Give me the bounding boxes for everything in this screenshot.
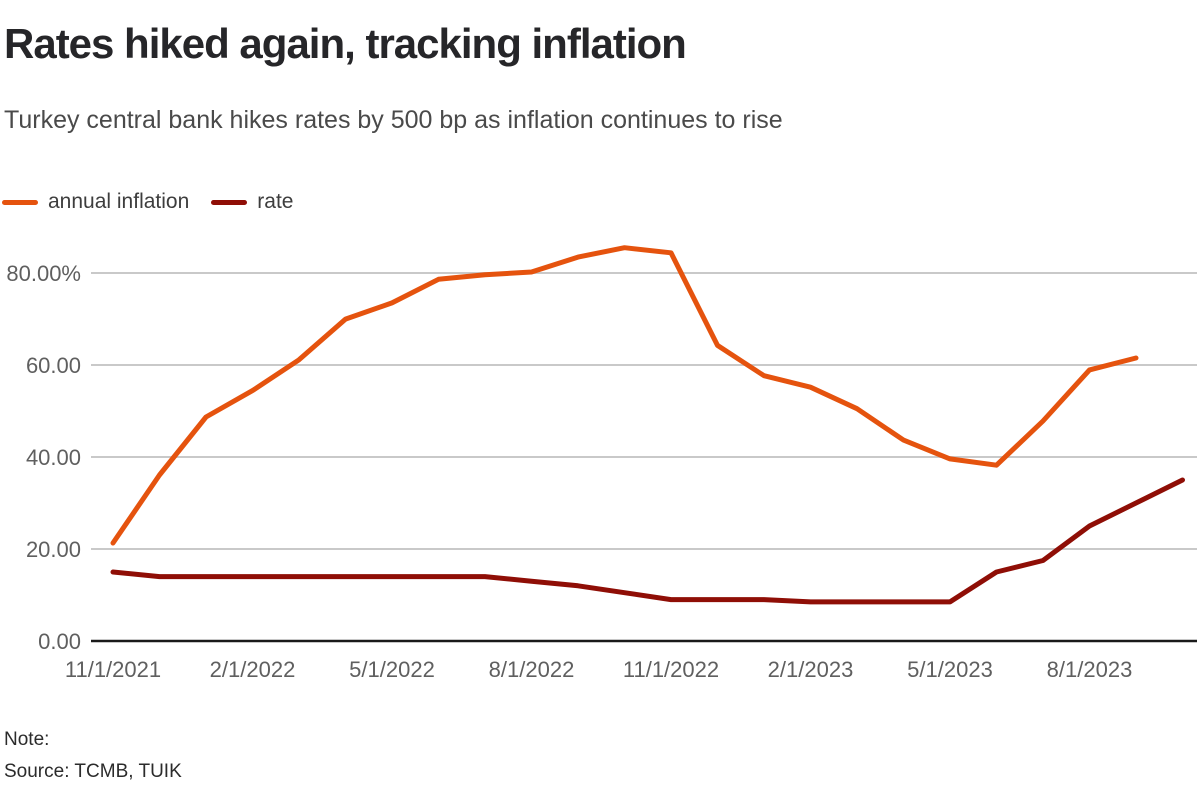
x-axis-tick-label: 5/1/2022 [349,657,435,682]
legend-item-inflation: annual inflation [2,190,189,214]
series-line-annual-inflation [110,245,1139,546]
rate-line-swatch-icon [211,199,248,205]
chart-footer: Note: Source: TCMB, TUIK [4,724,182,788]
series-line-rate [110,477,1185,605]
x-axis-tick-label: 2/1/2023 [768,657,854,682]
page-title: Rates hiked again, tracking inflation [4,20,687,67]
y-axis-tick-label: 80.00% [6,261,81,286]
x-axis-tick-label: 8/1/2023 [1047,657,1133,682]
y-axis-tick-label: 60.00 [26,353,81,378]
x-axis-tick-label: 8/1/2022 [489,657,575,682]
x-axis-tick-label: 5/1/2023 [907,657,993,682]
chart-subtitle: Turkey central bank hikes rates by 500 b… [4,106,783,134]
y-axis-tick-label: 0.00 [38,629,81,654]
y-axis-tick-label: 40.00 [26,445,81,470]
x-axis-tick-label: 11/1/2022 [623,657,719,682]
source-label: Source: TCMB, TUIK [4,761,182,782]
inflation-line-swatch-icon [2,199,38,205]
x-axis-tick-label: 11/1/2021 [65,657,161,682]
legend-item-rate: rate [211,190,293,214]
x-axis-tick-label: 2/1/2022 [210,657,296,682]
chart-legend: annual inflation rate [2,190,293,214]
y-axis-tick-label: 20.00 [26,537,81,562]
legend-label-rate: rate [257,190,294,213]
note-label: Note: [4,729,50,750]
legend-label-inflation: annual inflation [48,190,190,213]
